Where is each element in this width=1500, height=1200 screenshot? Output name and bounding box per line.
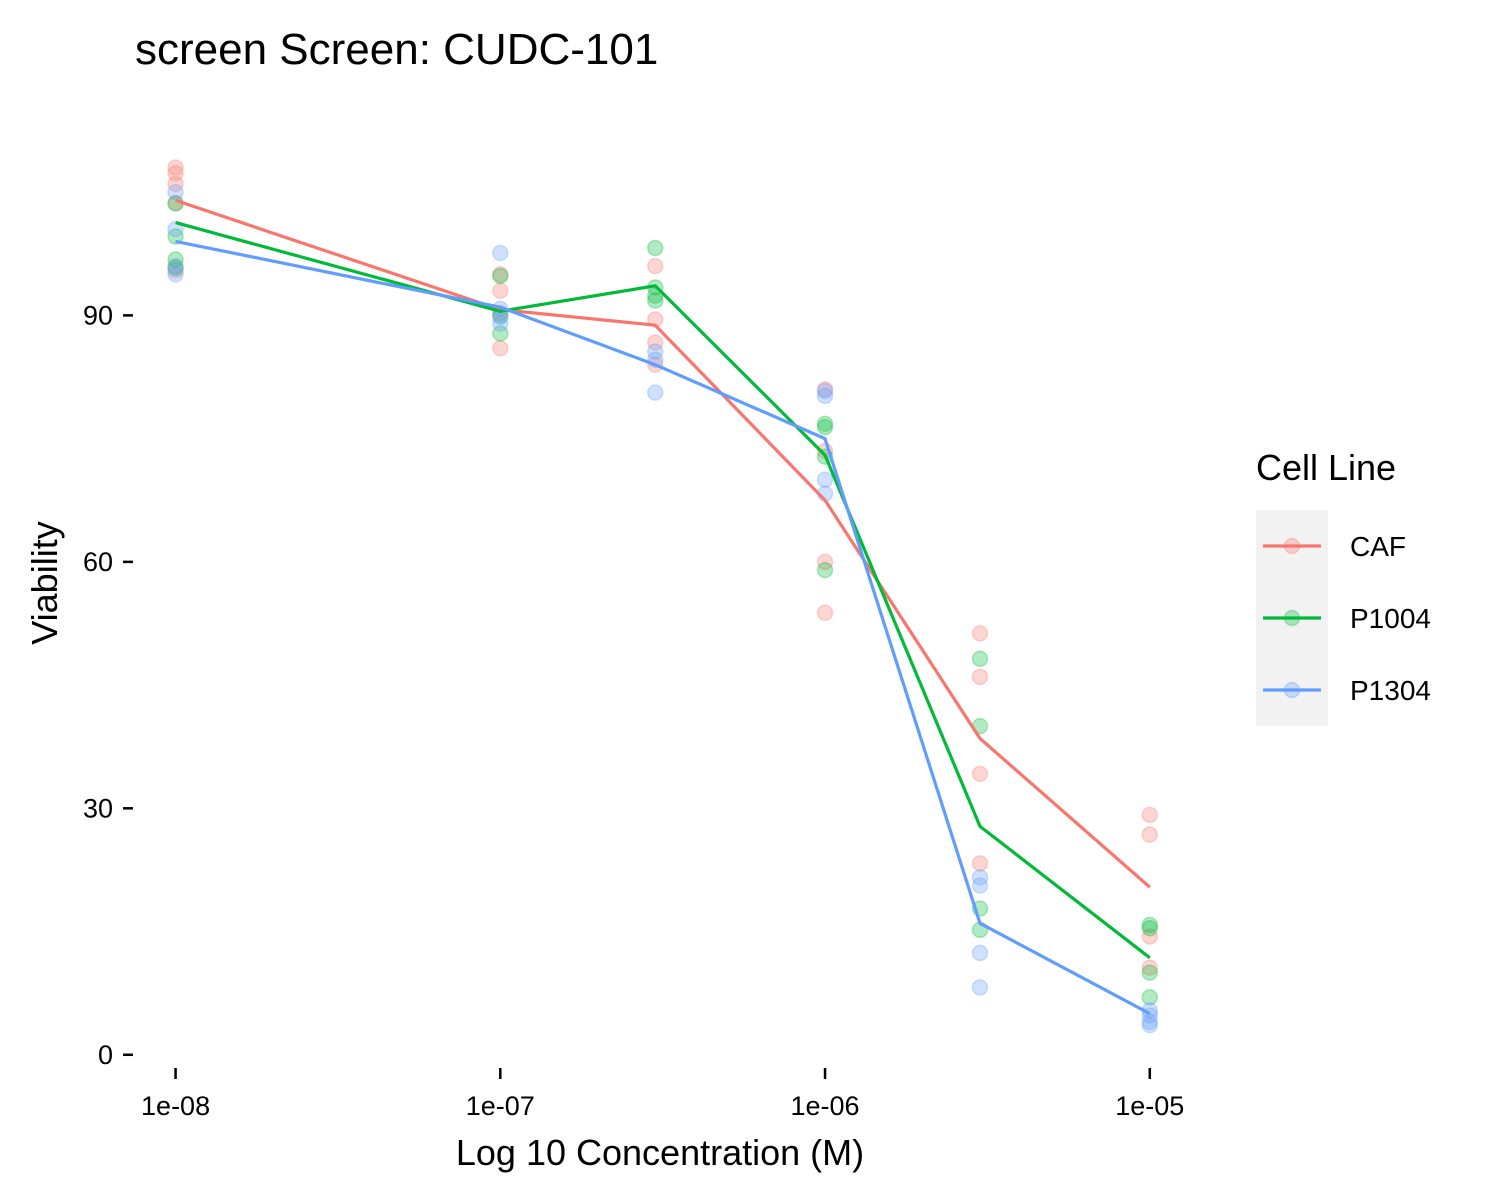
x-tick-label: 1e-06: [791, 1091, 860, 1121]
data-point-p1304: [167, 257, 184, 275]
y-tick-label: 90: [83, 300, 113, 330]
data-point-p1304: [971, 979, 989, 996]
legend-label-caf: CAF: [1350, 531, 1406, 562]
data-point-caf: [646, 334, 664, 351]
legend-title: Cell Line: [1256, 447, 1396, 488]
plot-area: 0 30 60 90 1e-08 1e-07 1e-06 1e-05: [83, 159, 1184, 1121]
data-point-p1304: [646, 384, 664, 401]
data-point-caf: [1141, 928, 1159, 945]
x-axis-title: Log 10 Concentration (M): [456, 1132, 864, 1173]
legend-label-p1004: P1004: [1350, 603, 1431, 634]
legend-label-p1304: P1304: [1350, 675, 1431, 706]
x-tick-label: 1e-07: [466, 1091, 535, 1121]
series-line-caf: [175, 198, 1151, 889]
data-point-p1304: [971, 869, 989, 886]
data-point-p1004: [492, 325, 509, 342]
data-point-p1004: [646, 239, 664, 257]
x-tick-label: 1e-05: [1115, 1091, 1184, 1121]
data-point-p1304: [816, 382, 834, 400]
chart-title: screen Screen: CUDC-101: [135, 25, 658, 74]
data-point-p1304: [971, 877, 989, 894]
data-point-p1304: [167, 266, 184, 283]
legend-key-point-p1004: [1283, 609, 1301, 627]
data-point-p1304: [167, 183, 184, 201]
legend: Cell Line CAF P1004 P1304: [1256, 447, 1431, 726]
data-point-p1004: [971, 650, 989, 668]
data-point-p1304: [492, 244, 509, 262]
data-point-p1304: [492, 315, 509, 332]
data-point-p1304: [1141, 1013, 1159, 1031]
data-point-p1004: [816, 561, 834, 579]
data-point-p1304: [971, 944, 989, 962]
x-tick-label: 1e-08: [141, 1091, 210, 1121]
data-points: [167, 159, 1159, 1034]
y-axis-title: Viability: [24, 521, 65, 644]
data-point-p1304: [816, 387, 834, 405]
data-point-p1004: [816, 418, 834, 436]
data-point-caf: [971, 668, 989, 686]
data-point-p1304: [816, 471, 834, 488]
data-point-caf: [167, 165, 184, 182]
data-point-caf: [971, 765, 989, 783]
data-point-p1004: [167, 251, 184, 268]
data-point-caf: [167, 261, 184, 279]
legend-items: CAF P1004 P1304: [1263, 531, 1431, 706]
x-axis: 1e-08 1e-07 1e-06 1e-05: [141, 1068, 1184, 1121]
data-point-caf: [971, 625, 989, 642]
data-point-p1004: [646, 287, 664, 304]
data-point-p1304: [1141, 1016, 1159, 1034]
data-point-p1004: [1141, 989, 1159, 1006]
y-tick-label: 60: [83, 547, 113, 577]
y-tick-label: 0: [98, 1040, 113, 1070]
data-point-caf: [816, 381, 834, 398]
data-point-p1004: [816, 415, 834, 433]
data-point-caf: [492, 266, 509, 283]
data-point-p1304: [167, 220, 184, 238]
data-point-p1004: [1141, 916, 1159, 934]
y-tick-label: 30: [83, 793, 113, 823]
data-point-caf: [1141, 826, 1159, 843]
data-point-caf: [167, 175, 184, 193]
data-point-caf: [816, 553, 834, 571]
legend-key-point-p1304: [1283, 681, 1301, 699]
data-point-p1004: [167, 259, 184, 276]
data-point-p1004: [1141, 920, 1159, 937]
data-point-caf: [971, 855, 989, 872]
series-lines: [175, 198, 1151, 1016]
data-point-caf: [646, 257, 664, 275]
legend-key-point-caf: [1283, 537, 1301, 555]
data-point-p1004: [1141, 964, 1159, 981]
data-point-p1304: [646, 343, 664, 360]
y-axis: 0 30 60 90: [83, 300, 133, 1070]
series-line-p1304: [175, 239, 1151, 1016]
data-point-p1004: [167, 228, 184, 245]
data-point-caf: [1141, 959, 1159, 976]
data-point-p1004: [492, 267, 509, 285]
data-point-caf: [1141, 806, 1159, 824]
data-point-caf: [492, 340, 509, 357]
data-point-caf: [816, 604, 834, 622]
data-point-p1004: [646, 292, 664, 309]
data-point-caf: [167, 159, 184, 176]
data-point-caf: [492, 282, 509, 299]
